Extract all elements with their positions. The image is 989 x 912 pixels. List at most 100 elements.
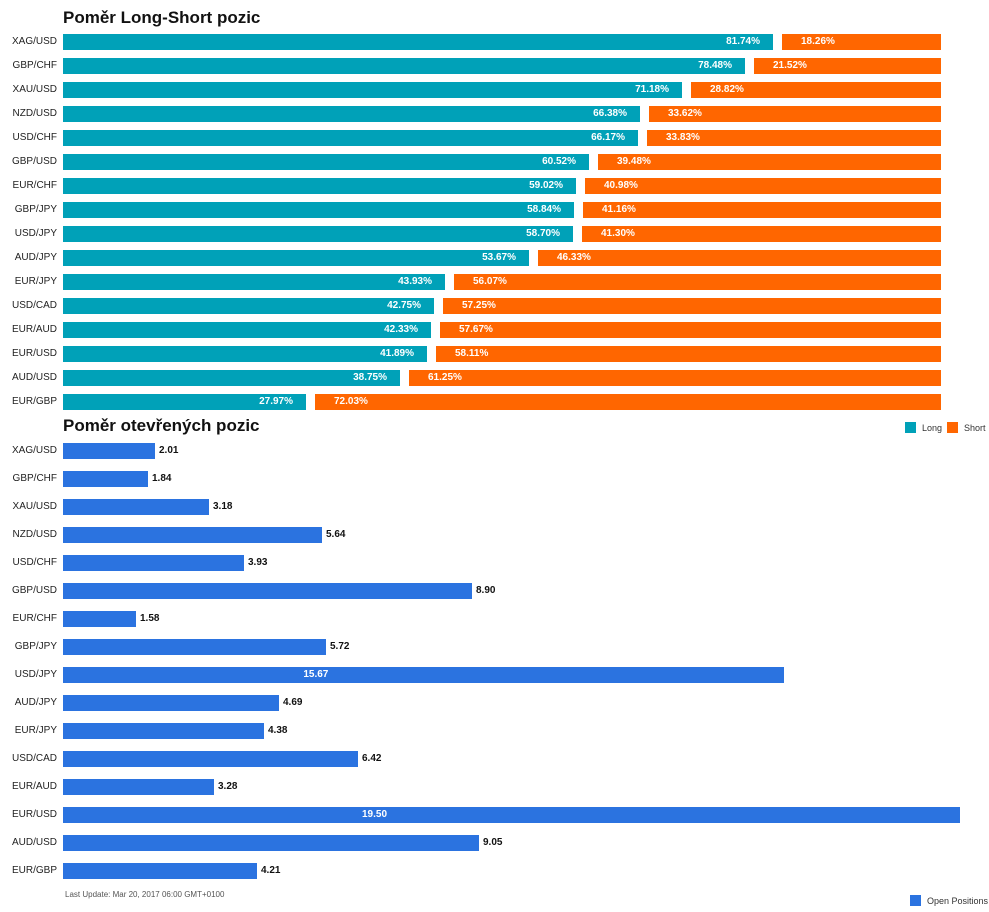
short-bar-gbp-chf: 21.52% xyxy=(754,58,941,74)
open-positions-bar-nzd-usd xyxy=(63,527,322,543)
legend-open-positions: Open Positions xyxy=(910,895,988,906)
short-bar-aud-jpy: 46.33% xyxy=(538,250,941,266)
op-category-label-aud-usd: AUD/USD xyxy=(11,837,57,848)
short-bar-usd-chf: 33.83% xyxy=(647,130,941,146)
legend-open-positions-label: Open Positions xyxy=(927,895,989,906)
long-bar-gbp-usd: 60.52% xyxy=(63,154,589,170)
open-positions-value-usd-jpy: 15.67 xyxy=(303,669,329,680)
ls-category-label-gbp-jpy: GBP/JPY xyxy=(14,204,57,215)
short-bar-eur-aud: 57.67% xyxy=(440,322,941,338)
open-positions-value-eur-gbp: 4.21 xyxy=(261,865,281,876)
long-bar-aud-usd: 38.75% xyxy=(63,370,400,386)
short-bar-xag-usd: 18.26% xyxy=(782,34,941,50)
long-bar-usd-cad: 42.75% xyxy=(63,298,434,314)
short-bar-xau-usd: 28.82% xyxy=(691,82,941,98)
op-category-label-xau-usd: XAU/USD xyxy=(12,501,57,512)
short-bar-usd-cad: 57.25% xyxy=(443,298,941,314)
op-category-label-gbp-chf: GBP/CHF xyxy=(12,473,57,484)
op-category-label-gbp-jpy: GBP/JPY xyxy=(14,641,57,652)
legend-short-label: Short xyxy=(964,422,986,433)
open-positions-value-xau-usd: 3.18 xyxy=(213,501,233,512)
op-category-label-usd-jpy: USD/JPY xyxy=(14,669,57,680)
open-positions-bar-eur-chf xyxy=(63,611,136,627)
open-positions-bar-gbp-usd xyxy=(63,583,472,599)
legend-short: Short xyxy=(947,422,986,433)
open-positions-value-gbp-chf: 1.84 xyxy=(152,473,172,484)
ls-category-label-aud-jpy: AUD/JPY xyxy=(14,252,57,263)
ls-category-label-xag-usd: XAG/USD xyxy=(11,36,57,47)
short-bar-gbp-usd: 39.48% xyxy=(598,154,941,170)
long-short-chart-title: Poměr Long-Short pozic xyxy=(63,8,261,27)
ls-category-label-xau-usd: XAU/USD xyxy=(12,84,57,95)
op-category-label-eur-chf: EUR/CHF xyxy=(12,613,57,624)
op-category-label-eur-gbp: EUR/GBP xyxy=(11,865,57,876)
short-bar-eur-gbp: 72.03% xyxy=(315,394,941,410)
ls-category-label-gbp-usd: GBP/USD xyxy=(11,156,57,167)
open-positions-value-usd-cad: 6.42 xyxy=(362,753,382,764)
open-positions-value-eur-chf: 1.58 xyxy=(140,613,160,624)
short-bar-usd-jpy: 41.30% xyxy=(582,226,941,242)
long-bar-gbp-chf: 78.48% xyxy=(63,58,745,74)
open-positions-value-aud-jpy: 4.69 xyxy=(283,697,303,708)
op-category-label-xag-usd: XAG/USD xyxy=(11,445,57,456)
open-positions-bar-xau-usd xyxy=(63,499,209,515)
legend-long-swatch xyxy=(905,422,916,433)
open-positions-value-gbp-usd: 8.90 xyxy=(476,585,496,596)
open-positions-value-xag-usd: 2.01 xyxy=(159,445,179,456)
ls-category-label-eur-jpy: EUR/JPY xyxy=(14,276,57,287)
legend-long-label: Long xyxy=(922,422,943,433)
long-bar-eur-usd: 41.89% xyxy=(63,346,427,362)
op-category-label-gbp-usd: GBP/USD xyxy=(11,585,57,596)
long-bar-usd-chf: 66.17% xyxy=(63,130,638,146)
open-positions-value-gbp-jpy: 5.72 xyxy=(330,641,350,652)
open-positions-bar-eur-jpy xyxy=(63,723,264,739)
long-bar-eur-gbp: 27.97% xyxy=(63,394,306,410)
open-positions-bar-usd-chf xyxy=(63,555,244,571)
open-positions-value-eur-jpy: 4.38 xyxy=(268,725,288,736)
last-update-text: Last Update: Mar 20, 2017 06:00 GMT+0100 xyxy=(65,890,225,899)
short-bar-eur-jpy: 56.07% xyxy=(454,274,941,290)
legend-long: Long xyxy=(905,422,942,433)
ls-category-label-eur-chf: EUR/CHF xyxy=(12,180,57,191)
long-bar-xag-usd: 81.74% xyxy=(63,34,773,50)
short-bar-gbp-jpy: 41.16% xyxy=(583,202,941,218)
long-bar-eur-aud: 42.33% xyxy=(63,322,431,338)
open-positions-value-eur-aud: 3.28 xyxy=(218,781,238,792)
open-positions-bar-usd-jpy xyxy=(63,667,784,683)
short-bar-aud-usd: 61.25% xyxy=(409,370,941,386)
open-positions-bar-eur-gbp xyxy=(63,863,257,879)
open-positions-bar-aud-jpy xyxy=(63,695,279,711)
op-category-label-eur-jpy: EUR/JPY xyxy=(14,725,57,736)
ls-category-label-usd-chf: USD/CHF xyxy=(12,132,57,143)
open-positions-bar-aud-usd xyxy=(63,835,479,851)
open-positions-bar-gbp-jpy xyxy=(63,639,326,655)
ls-category-label-eur-aud: EUR/AUD xyxy=(11,324,57,335)
op-category-label-nzd-usd: NZD/USD xyxy=(12,529,57,540)
ls-category-label-usd-cad: USD/CAD xyxy=(11,300,57,311)
long-bar-xau-usd: 71.18% xyxy=(63,82,682,98)
open-positions-bar-gbp-chf xyxy=(63,471,148,487)
long-bar-eur-jpy: 43.93% xyxy=(63,274,445,290)
long-bar-nzd-usd: 66.38% xyxy=(63,106,640,122)
ls-category-label-nzd-usd: NZD/USD xyxy=(12,108,57,119)
open-positions-value-eur-usd: 19.50 xyxy=(362,809,388,820)
long-bar-aud-jpy: 53.67% xyxy=(63,250,529,266)
open-positions-bar-xag-usd xyxy=(63,443,155,459)
open-positions-value-nzd-usd: 5.64 xyxy=(326,529,346,540)
ls-category-label-usd-jpy: USD/JPY xyxy=(14,228,57,239)
open-positions-chart-title: Poměr otevřených pozic xyxy=(63,416,260,435)
open-positions-bar-eur-usd xyxy=(63,807,960,823)
ls-category-label-eur-gbp: EUR/GBP xyxy=(11,396,57,407)
long-bar-gbp-jpy: 58.84% xyxy=(63,202,574,218)
short-bar-eur-chf: 40.98% xyxy=(585,178,941,194)
op-category-label-aud-jpy: AUD/JPY xyxy=(14,697,57,708)
op-category-label-usd-cad: USD/CAD xyxy=(11,753,57,764)
short-bar-nzd-usd: 33.62% xyxy=(649,106,941,122)
open-positions-value-usd-chf: 3.93 xyxy=(248,557,268,568)
op-category-label-usd-chf: USD/CHF xyxy=(12,557,57,568)
op-category-label-eur-usd: EUR/USD xyxy=(11,809,57,820)
short-bar-eur-usd: 58.11% xyxy=(436,346,941,362)
ls-category-label-gbp-chf: GBP/CHF xyxy=(12,60,57,71)
ls-category-label-aud-usd: AUD/USD xyxy=(11,372,57,383)
open-positions-value-aud-usd: 9.05 xyxy=(483,837,503,848)
